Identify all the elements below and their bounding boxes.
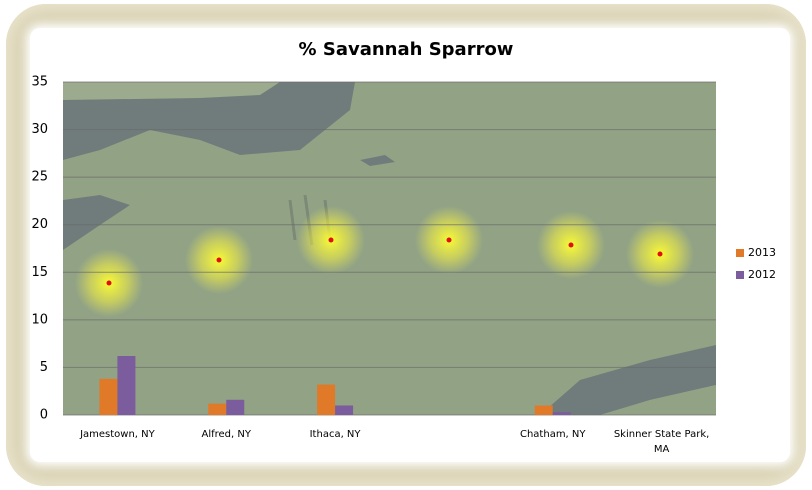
bar bbox=[552, 412, 571, 415]
y-tick-label: 25 bbox=[31, 170, 48, 185]
legend-swatch bbox=[736, 271, 744, 279]
bar bbox=[117, 356, 136, 415]
legend-label: 2013 bbox=[748, 246, 776, 259]
bar bbox=[335, 405, 354, 415]
legend-label: 2012 bbox=[748, 268, 776, 281]
y-tick-label: 15 bbox=[31, 265, 48, 280]
x-tick-label: Jamestown, NY bbox=[80, 429, 155, 440]
bar bbox=[534, 405, 553, 415]
y-tick-label: 20 bbox=[31, 217, 48, 232]
site-markers bbox=[75, 206, 694, 317]
x-tick-label: Alfred, NY bbox=[201, 429, 251, 440]
bar bbox=[208, 403, 227, 415]
y-tick-label: 30 bbox=[31, 122, 48, 137]
bar bbox=[99, 378, 118, 415]
map-background bbox=[63, 82, 716, 415]
y-tick-label: 5 bbox=[40, 360, 48, 375]
x-tick-label: Ithaca, NY bbox=[309, 429, 361, 440]
x-tick-label: Chatham, NY bbox=[519, 429, 586, 440]
y-tick-label: 10 bbox=[31, 312, 48, 327]
chart-title: % Savannah Sparrow bbox=[299, 39, 514, 60]
bar bbox=[226, 399, 245, 415]
y-tick-label: 0 bbox=[40, 408, 48, 423]
legend-swatch bbox=[736, 249, 744, 257]
y-tick-label: 35 bbox=[31, 75, 48, 90]
bar bbox=[317, 384, 336, 415]
x-tick-label: Skinner State Park, MA bbox=[613, 429, 710, 455]
